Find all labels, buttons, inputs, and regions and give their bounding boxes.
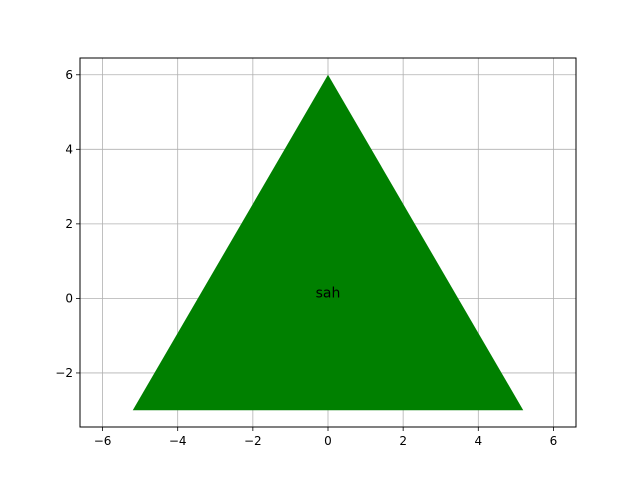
x-tick-label: −6 [94,434,112,448]
plot-data [132,74,524,411]
y-tick-label: 6 [65,68,73,82]
x-tick-label: −2 [244,434,262,448]
x-tick-label: 4 [474,434,482,448]
y-tick-label: −2 [55,366,73,380]
y-tick-label: 0 [65,291,73,305]
ticks: −6 −4 −2 0 2 4 6 −2 0 2 4 6 [55,68,557,448]
x-tick-label: 6 [550,434,558,448]
green-triangle [132,74,524,411]
x-tick-label: 0 [324,434,332,448]
y-tick-label: 4 [65,142,73,156]
x-tick-label: 2 [399,434,407,448]
x-tick-label: −4 [169,434,187,448]
annotation-label: sah [316,285,341,301]
y-tick-label: 2 [65,217,73,231]
